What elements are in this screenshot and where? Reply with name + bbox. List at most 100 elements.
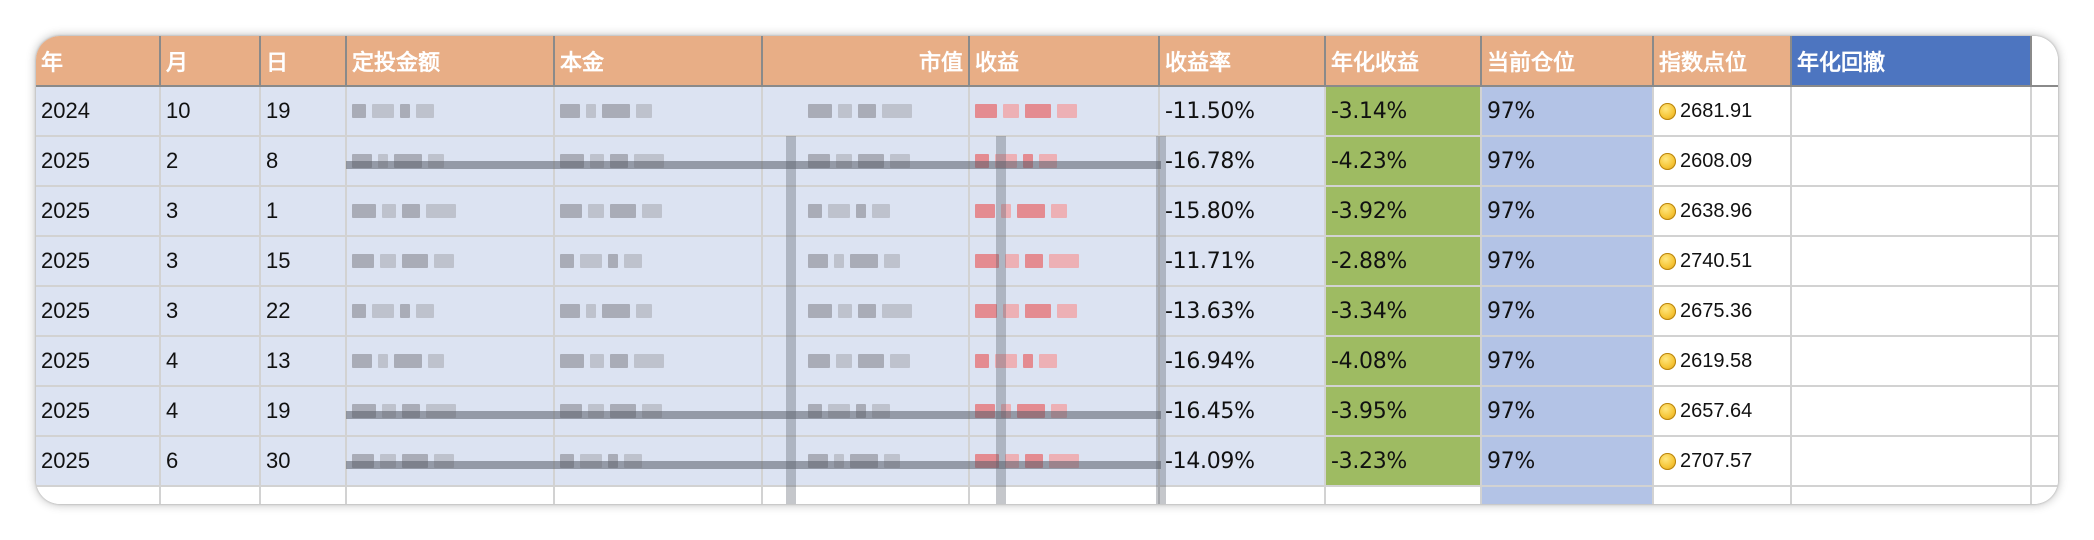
cell-empty[interactable]	[969, 486, 1160, 504]
cell-market-value-redacted[interactable]	[762, 136, 970, 187]
cell-principal-redacted[interactable]	[554, 336, 763, 387]
cell-annual-drawdown[interactable]	[1791, 86, 2032, 137]
cell-year[interactable]: 2024	[36, 86, 161, 137]
cell-index-level[interactable]: 2707.57	[1653, 436, 1792, 487]
cell-empty[interactable]	[2031, 386, 2058, 437]
cell-invest-amount-redacted[interactable]	[346, 286, 555, 337]
cell-invest-amount-redacted[interactable]	[346, 236, 555, 287]
cell-empty[interactable]	[554, 486, 763, 504]
header-market-value[interactable]: 市值	[762, 36, 970, 87]
cell-position[interactable]: 97%	[1481, 236, 1654, 287]
header-invest-amount[interactable]: 定投金额	[346, 36, 555, 87]
cell-profit-redacted[interactable]	[969, 386, 1160, 437]
cell-profit-redacted[interactable]	[969, 286, 1160, 337]
cell-position[interactable]: 97%	[1481, 436, 1654, 487]
cell-profit-redacted[interactable]	[969, 336, 1160, 387]
cell-day[interactable]: 13	[260, 336, 347, 387]
header-annual-return[interactable]: 年化收益	[1325, 36, 1482, 87]
cell-principal-redacted[interactable]	[554, 386, 763, 437]
cell-market-value-redacted[interactable]	[762, 336, 970, 387]
cell-empty[interactable]	[2031, 486, 2058, 504]
cell-empty[interactable]	[260, 486, 347, 504]
cell-principal-redacted[interactable]	[554, 86, 763, 137]
header-annual-drawdown[interactable]: 年化回撤	[1791, 36, 2032, 87]
cell-month[interactable]: 6	[160, 436, 261, 487]
cell-principal-redacted[interactable]	[554, 436, 763, 487]
cell-empty[interactable]	[36, 486, 161, 504]
cell-month[interactable]: 3	[160, 286, 261, 337]
cell-market-value-redacted[interactable]	[762, 386, 970, 437]
cell-day[interactable]: 19	[260, 386, 347, 437]
cell-position[interactable]: 97%	[1481, 86, 1654, 137]
cell-year[interactable]: 2025	[36, 236, 161, 287]
cell-invest-amount-redacted[interactable]	[346, 186, 555, 237]
cell-position[interactable]: 97%	[1481, 136, 1654, 187]
cell-annual-drawdown[interactable]	[1791, 386, 2032, 437]
cell-annual-return[interactable]: -3.95%	[1325, 386, 1482, 437]
cell-return-rate[interactable]: -16.94%	[1159, 336, 1326, 387]
header-month[interactable]: 月	[160, 36, 261, 87]
cell-invest-amount-redacted[interactable]	[346, 136, 555, 187]
cell-year[interactable]: 2025	[36, 386, 161, 437]
cell-annual-drawdown[interactable]	[1791, 136, 2032, 187]
cell-annual-drawdown[interactable]	[1791, 186, 2032, 237]
cell-invest-amount-redacted[interactable]	[346, 386, 555, 437]
cell-position[interactable]: 97%	[1481, 386, 1654, 437]
cell-day[interactable]: 19	[260, 86, 347, 137]
cell-annual-return[interactable]: -3.92%	[1325, 186, 1482, 237]
cell-market-value-redacted[interactable]	[762, 436, 970, 487]
cell-annual-return[interactable]: -3.23%	[1325, 436, 1482, 487]
cell-principal-redacted[interactable]	[554, 186, 763, 237]
cell-empty[interactable]	[1325, 486, 1482, 504]
cell-position[interactable]: 97%	[1481, 186, 1654, 237]
cell-return-rate[interactable]: -16.45%	[1159, 386, 1326, 437]
cell-empty[interactable]	[1159, 486, 1326, 504]
cell-empty[interactable]	[1481, 486, 1654, 504]
cell-profit-redacted[interactable]	[969, 236, 1160, 287]
header-index-level[interactable]: 指数点位	[1653, 36, 1792, 87]
cell-empty[interactable]	[2031, 436, 2058, 487]
cell-month[interactable]: 3	[160, 186, 261, 237]
cell-annual-return[interactable]: -4.08%	[1325, 336, 1482, 387]
cell-position[interactable]: 97%	[1481, 286, 1654, 337]
cell-annual-return[interactable]: -2.88%	[1325, 236, 1482, 287]
cell-annual-drawdown[interactable]	[1791, 236, 2032, 287]
cell-market-value-redacted[interactable]	[762, 186, 970, 237]
cell-market-value-redacted[interactable]	[762, 86, 970, 137]
header-principal[interactable]: 本金	[554, 36, 763, 87]
cell-day[interactable]: 1	[260, 186, 347, 237]
cell-principal-redacted[interactable]	[554, 236, 763, 287]
cell-index-level[interactable]: 2740.51	[1653, 236, 1792, 287]
cell-invest-amount-redacted[interactable]	[346, 86, 555, 137]
cell-annual-drawdown[interactable]	[1791, 286, 2032, 337]
cell-principal-redacted[interactable]	[554, 136, 763, 187]
cell-return-rate[interactable]: -13.63%	[1159, 286, 1326, 337]
cell-month[interactable]: 4	[160, 386, 261, 437]
cell-month[interactable]: 3	[160, 236, 261, 287]
cell-annual-return[interactable]: -4.23%	[1325, 136, 1482, 187]
header-day[interactable]: 日	[260, 36, 347, 87]
cell-return-rate[interactable]: -14.09%	[1159, 436, 1326, 487]
cell-annual-return[interactable]: -3.34%	[1325, 286, 1482, 337]
cell-index-level[interactable]: 2619.58	[1653, 336, 1792, 387]
cell-market-value-redacted[interactable]	[762, 236, 970, 287]
header-empty-cell[interactable]	[2031, 36, 2058, 87]
cell-profit-redacted[interactable]	[969, 136, 1160, 187]
cell-empty[interactable]	[2031, 86, 2058, 137]
cell-day[interactable]: 8	[260, 136, 347, 187]
cell-empty[interactable]	[2031, 136, 2058, 187]
cell-year[interactable]: 2025	[36, 286, 161, 337]
cell-empty[interactable]	[1653, 486, 1792, 504]
header-profit[interactable]: 收益	[969, 36, 1160, 87]
cell-empty[interactable]	[160, 486, 261, 504]
cell-index-level[interactable]: 2681.91	[1653, 86, 1792, 137]
cell-empty[interactable]	[2031, 186, 2058, 237]
cell-year[interactable]: 2025	[36, 186, 161, 237]
header-return-rate[interactable]: 收益率	[1159, 36, 1326, 87]
header-year[interactable]: 年	[36, 36, 161, 87]
cell-year[interactable]: 2025	[36, 436, 161, 487]
cell-empty[interactable]	[2031, 236, 2058, 287]
cell-return-rate[interactable]: -15.80%	[1159, 186, 1326, 237]
cell-day[interactable]: 30	[260, 436, 347, 487]
cell-day[interactable]: 22	[260, 286, 347, 337]
